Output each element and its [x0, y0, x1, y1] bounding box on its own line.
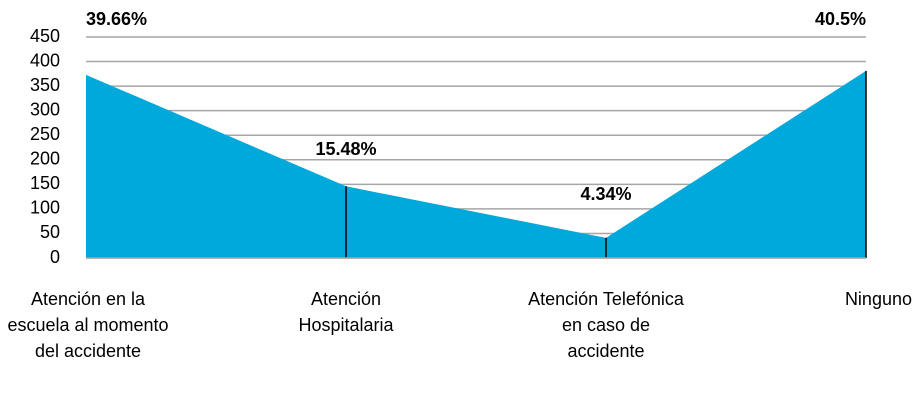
area [86, 70, 866, 259]
y-tick-label: 250 [30, 124, 60, 144]
x-tick-label: Atención Telefónica en caso de accidente [528, 289, 684, 361]
y-tick-label: 150 [30, 173, 60, 193]
x-tick-label: Atención en la escuela al momento del ac… [7, 289, 169, 361]
data-label: 39.66% [86, 9, 147, 29]
y-tick-label: 200 [30, 149, 60, 169]
y-tick-label: 50 [40, 222, 60, 242]
y-tick-label: 450 [30, 26, 60, 46]
data-label: 15.48% [315, 139, 376, 159]
y-tick-label: 100 [30, 198, 60, 218]
y-tick-label: 350 [30, 75, 60, 95]
data-label: 40.5% [815, 9, 866, 29]
y-tick-label: 300 [30, 99, 60, 119]
x-tick-label: Ninguno [844, 289, 912, 309]
data-label: 4.34% [580, 184, 631, 204]
y-tick-label: 0 [50, 247, 60, 267]
y-tick-label: 400 [30, 50, 60, 70]
x-tick-label: Atención Hospitalaria [298, 289, 394, 335]
